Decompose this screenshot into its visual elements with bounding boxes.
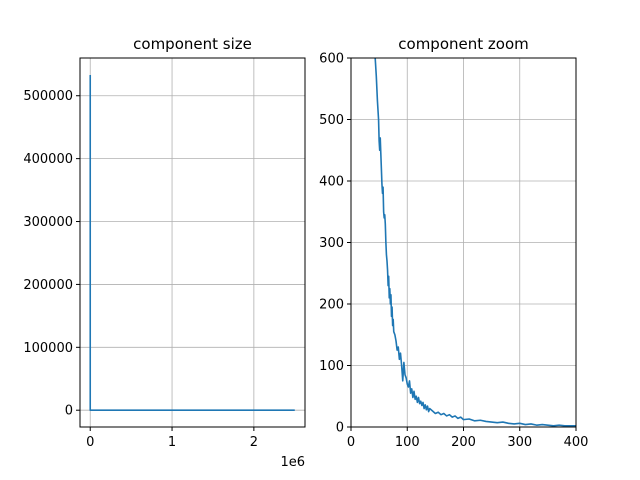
y-tick-label: 300 (319, 236, 344, 251)
y-tick-label: 600 (319, 52, 344, 67)
chart-component-zoom: 0 100 200 300 400 0 100 200 300 400 500 600 componen… (319, 35, 588, 450)
x-tick-label: 300 (507, 435, 532, 450)
y-tick-label: 100 (319, 359, 344, 374)
x-tick-label: 2 (250, 435, 258, 450)
y-tick-label: 500000 (23, 89, 73, 104)
y-tick-label: 0 (65, 404, 73, 419)
y-tick-label: 0 (336, 421, 344, 436)
series-line (89, 74, 295, 412)
y-tick-label: 200 (319, 298, 344, 313)
series-line (374, 58, 576, 427)
x-tick-label: 200 (451, 435, 476, 450)
y-tick-label: 300000 (23, 215, 73, 230)
chart-title: component zoom (398, 35, 528, 53)
x-tick-label: 0 (86, 435, 94, 450)
x-tick-label: 1 (168, 435, 176, 450)
y-tick-label: 400 (319, 175, 344, 190)
y-tick-label: 400000 (23, 152, 73, 167)
x-tick-label: 0 (347, 435, 355, 450)
y-tick-label: 100000 (23, 341, 73, 356)
x-tick-label: 100 (395, 435, 420, 450)
x-tick-label: 400 (564, 435, 589, 450)
y-tick-label: 500 (319, 113, 344, 128)
y-tick-label: 200000 (23, 278, 73, 293)
plot-frame (79, 57, 306, 428)
x-offset-label: 1e6 (280, 455, 305, 470)
chart-component-size: 0 1 2 0 100000 200000 300000 400000 500000 compon… (23, 35, 306, 470)
chart-title: component size (133, 35, 252, 53)
